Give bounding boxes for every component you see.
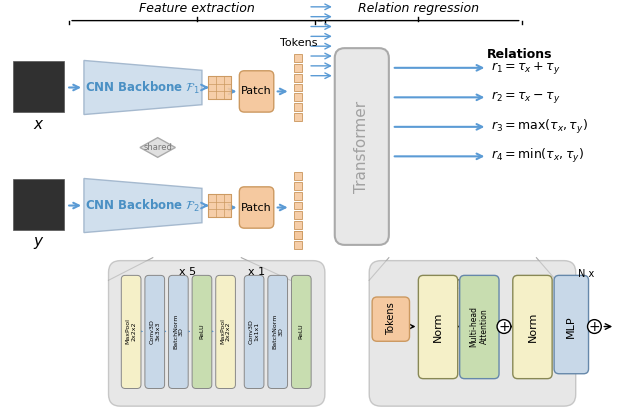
FancyBboxPatch shape <box>419 275 458 379</box>
FancyBboxPatch shape <box>369 260 576 406</box>
Bar <box>208 76 232 99</box>
Bar <box>294 212 302 219</box>
FancyBboxPatch shape <box>513 275 552 379</box>
Bar <box>294 231 302 239</box>
Bar <box>294 74 302 82</box>
FancyBboxPatch shape <box>109 260 325 406</box>
Text: Conv3D
3x3x3: Conv3D 3x3x3 <box>149 319 160 344</box>
FancyBboxPatch shape <box>244 275 264 388</box>
Text: Conv3D
1x1x1: Conv3D 1x1x1 <box>249 319 259 344</box>
Text: Tokens: Tokens <box>386 302 396 335</box>
Bar <box>294 192 302 200</box>
Text: +: + <box>589 319 600 334</box>
Bar <box>294 103 302 111</box>
Text: shared: shared <box>143 143 172 152</box>
FancyBboxPatch shape <box>216 275 236 388</box>
FancyBboxPatch shape <box>145 275 164 388</box>
Bar <box>294 241 302 249</box>
Text: $r_3 = \mathrm{max}(\tau_x, \tau_y)$: $r_3 = \mathrm{max}(\tau_x, \tau_y)$ <box>491 118 588 136</box>
Text: MLP: MLP <box>566 315 576 338</box>
Text: $r_2 = \tau_x - \tau_y$: $r_2 = \tau_x - \tau_y$ <box>491 89 561 105</box>
Bar <box>294 172 302 180</box>
Text: N x: N x <box>578 269 594 279</box>
Text: Norm: Norm <box>433 311 443 342</box>
Text: Patch: Patch <box>241 87 272 97</box>
Text: $r_1 = \tau_x + \tau_y$: $r_1 = \tau_x + \tau_y$ <box>491 60 561 76</box>
FancyBboxPatch shape <box>239 187 274 228</box>
Text: $x$: $x$ <box>33 117 44 132</box>
FancyBboxPatch shape <box>122 275 141 388</box>
Bar <box>294 54 302 62</box>
Text: BatchNorm
3D: BatchNorm 3D <box>173 314 184 349</box>
Bar <box>294 221 302 229</box>
Text: x 1: x 1 <box>248 267 264 277</box>
Bar <box>294 201 302 209</box>
Bar <box>294 84 302 92</box>
Text: Relations: Relations <box>487 48 553 61</box>
Text: CNN Backbone $\mathcal{F}_2$: CNN Backbone $\mathcal{F}_2$ <box>85 197 200 214</box>
Bar <box>208 194 232 217</box>
Text: $y$: $y$ <box>33 235 44 251</box>
Text: BatchNorm
3D: BatchNorm 3D <box>272 314 283 349</box>
Circle shape <box>588 320 602 334</box>
Polygon shape <box>84 178 202 232</box>
Text: Patch: Patch <box>241 202 272 212</box>
Polygon shape <box>84 61 202 115</box>
Text: ReLU: ReLU <box>299 324 304 339</box>
Text: MaxPool
2x2x2: MaxPool 2x2x2 <box>125 319 136 344</box>
FancyBboxPatch shape <box>372 297 410 341</box>
Text: +: + <box>498 319 509 334</box>
Text: Relation regression: Relation regression <box>358 2 479 15</box>
Text: Multi-head
Attention: Multi-head Attention <box>470 306 489 347</box>
FancyBboxPatch shape <box>460 275 499 379</box>
Bar <box>13 61 64 112</box>
Text: Tokens: Tokens <box>280 38 317 48</box>
Text: MaxPool
2x2x2: MaxPool 2x2x2 <box>220 319 231 344</box>
FancyBboxPatch shape <box>268 275 287 388</box>
Polygon shape <box>140 138 175 157</box>
FancyBboxPatch shape <box>335 48 389 245</box>
Text: CNN Backbone $\mathcal{F}_1$: CNN Backbone $\mathcal{F}_1$ <box>85 79 200 96</box>
Bar <box>294 182 302 190</box>
FancyBboxPatch shape <box>554 275 589 374</box>
Text: $r_4 = \mathrm{min}(\tau_x, \tau_y)$: $r_4 = \mathrm{min}(\tau_x, \tau_y)$ <box>491 148 584 166</box>
Bar <box>294 231 302 239</box>
FancyBboxPatch shape <box>239 71 274 112</box>
Bar <box>13 179 64 230</box>
Circle shape <box>497 320 511 334</box>
FancyBboxPatch shape <box>192 275 212 388</box>
Text: Feature extraction: Feature extraction <box>139 2 255 15</box>
Text: Transformer: Transformer <box>355 100 369 193</box>
Text: Norm: Norm <box>527 311 538 342</box>
Text: ReLU: ReLU <box>200 324 204 339</box>
FancyBboxPatch shape <box>291 275 311 388</box>
FancyBboxPatch shape <box>168 275 188 388</box>
Text: x 5: x 5 <box>179 267 196 277</box>
Bar <box>294 64 302 72</box>
Bar <box>294 93 302 101</box>
Bar <box>294 113 302 121</box>
